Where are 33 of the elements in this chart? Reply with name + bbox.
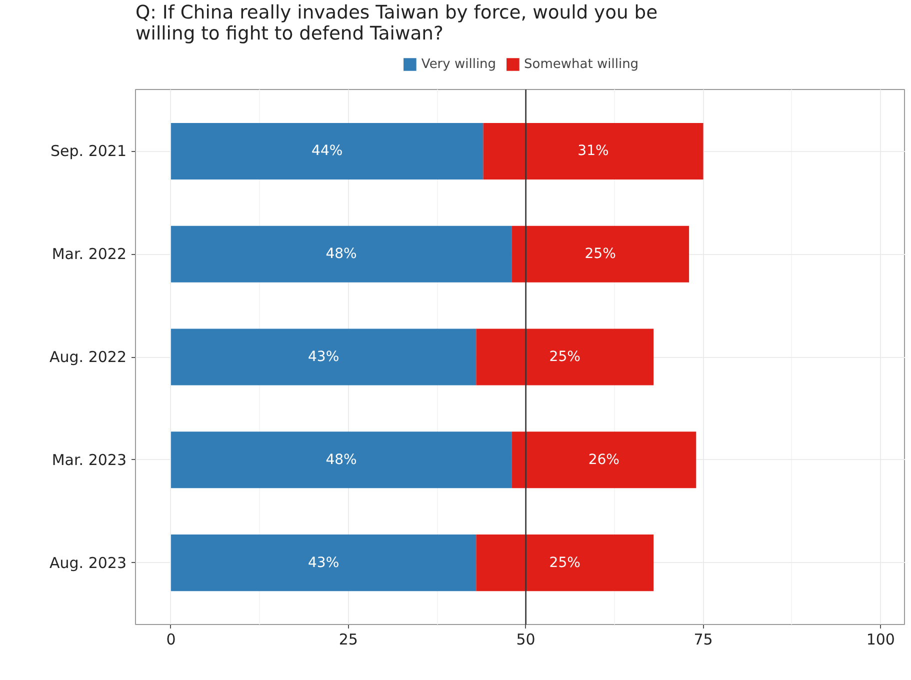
data-label: 31% [578,143,609,160]
data-label: 43% [308,554,340,571]
data-label: 25% [584,246,616,262]
data-label: 44% [312,143,343,160]
bar [170,432,512,488]
y-tick-label: Aug. 2022 [50,348,126,366]
bar [170,226,512,282]
data-label: 48% [326,452,357,468]
bar [476,328,654,386]
data-label: 26% [588,452,620,468]
chart-title: Q: If China really invades Taiwan by force, would you be willing to fight to defend Taiwan? [136,2,658,44]
x-tick-label: 0 [166,630,176,648]
data-label: 25% [549,349,580,365]
legend-label: Somewhat willing [524,56,639,72]
y-tick-label: Mar. 2023 [52,450,127,469]
bar [512,432,696,488]
data-label: 25% [549,554,580,571]
x-tick-label: 25 [338,630,358,648]
x-tick-label: 100 [866,630,895,648]
y-tick-label: Sep. 2021 [50,142,127,160]
bar [476,534,654,592]
y-tick-label: Mar. 2022 [52,245,127,264]
legend-label: Very willing [421,56,496,72]
bar [170,534,476,592]
data-label: 43% [308,349,340,365]
bar [483,122,704,180]
y-tick-label: Aug. 2023 [50,554,126,572]
x-tick-label: 75 [694,630,713,648]
data-label: 48% [326,246,357,262]
bar [512,226,690,282]
x-tick-label: 50 [516,630,536,648]
bar [170,328,476,386]
bar [170,122,484,180]
